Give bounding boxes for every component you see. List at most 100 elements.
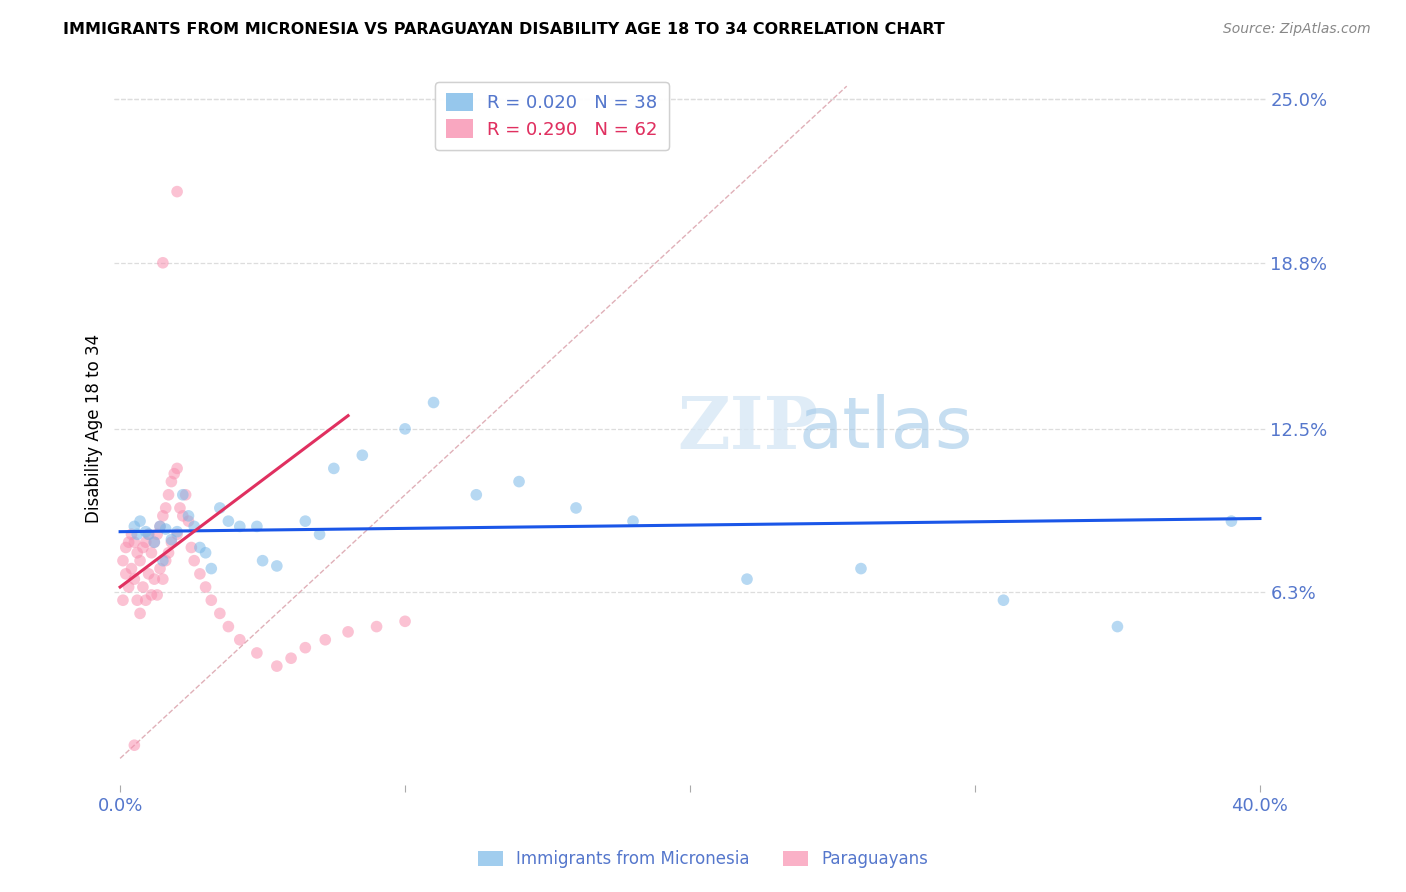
Point xyxy=(160,475,183,489)
Point xyxy=(565,500,588,515)
Point xyxy=(266,659,288,673)
Point xyxy=(422,395,444,409)
Point xyxy=(143,535,166,549)
Point xyxy=(157,546,180,560)
Point xyxy=(146,588,169,602)
Point xyxy=(266,558,288,573)
Point xyxy=(146,527,169,541)
Point xyxy=(735,572,758,586)
Point xyxy=(194,580,217,594)
Point xyxy=(127,527,149,541)
Point xyxy=(127,546,149,560)
Point xyxy=(177,508,200,523)
Point xyxy=(155,554,177,568)
Point xyxy=(217,514,239,528)
Point xyxy=(163,467,186,481)
Point xyxy=(121,527,143,541)
Point xyxy=(155,522,177,536)
Point xyxy=(124,519,146,533)
Point xyxy=(152,572,174,586)
Point xyxy=(166,527,188,541)
Point xyxy=(160,533,183,547)
Point xyxy=(246,519,269,533)
Point xyxy=(127,593,149,607)
Point xyxy=(465,488,488,502)
Y-axis label: Disability Age 18 to 34: Disability Age 18 to 34 xyxy=(86,334,103,524)
Text: IMMIGRANTS FROM MICRONESIA VS PARAGUAYAN DISABILITY AGE 18 TO 34 CORRELATION CHA: IMMIGRANTS FROM MICRONESIA VS PARAGUAYAN… xyxy=(63,22,945,37)
Point xyxy=(188,566,211,581)
Legend: R = 0.020   N = 38, R = 0.290   N = 62: R = 0.020 N = 38, R = 0.290 N = 62 xyxy=(434,82,669,150)
Point xyxy=(337,624,360,639)
Point xyxy=(155,500,177,515)
Point xyxy=(149,519,172,533)
Point xyxy=(129,607,152,621)
Point xyxy=(124,535,146,549)
Point xyxy=(180,541,202,555)
Point xyxy=(508,475,530,489)
Point xyxy=(200,561,222,575)
Point xyxy=(157,488,180,502)
Point xyxy=(169,500,191,515)
Point xyxy=(135,524,157,539)
Point xyxy=(314,632,336,647)
Point xyxy=(138,566,160,581)
Point xyxy=(149,519,172,533)
Point xyxy=(160,535,183,549)
Point xyxy=(138,527,160,541)
Point xyxy=(229,632,252,647)
Point xyxy=(172,488,194,502)
Point xyxy=(183,519,205,533)
Point xyxy=(135,535,157,549)
Point xyxy=(217,619,239,633)
Point xyxy=(143,572,166,586)
Text: ZIP: ZIP xyxy=(678,393,818,465)
Point xyxy=(114,541,136,555)
Point xyxy=(152,508,174,523)
Point xyxy=(993,593,1015,607)
Point xyxy=(118,535,141,549)
Point xyxy=(141,546,163,560)
Point xyxy=(129,554,152,568)
Point xyxy=(352,448,374,462)
Point xyxy=(141,588,163,602)
Point xyxy=(124,572,146,586)
Point xyxy=(138,527,160,541)
Point xyxy=(135,593,157,607)
Point xyxy=(152,256,174,270)
Point xyxy=(208,500,231,515)
Point xyxy=(172,508,194,523)
Point xyxy=(322,461,344,475)
Point xyxy=(621,514,644,528)
Point xyxy=(280,651,302,665)
Point xyxy=(208,607,231,621)
Point xyxy=(114,566,136,581)
Point xyxy=(1107,619,1129,633)
Point xyxy=(308,527,330,541)
Point xyxy=(118,580,141,594)
Point xyxy=(111,593,134,607)
Point xyxy=(152,554,174,568)
Point xyxy=(124,738,146,752)
Point xyxy=(294,514,316,528)
Point xyxy=(129,514,152,528)
Point xyxy=(246,646,269,660)
Point xyxy=(132,541,155,555)
Point xyxy=(166,185,188,199)
Point xyxy=(166,461,188,475)
Point xyxy=(366,619,388,633)
Point xyxy=(394,422,416,436)
Point xyxy=(200,593,222,607)
Point xyxy=(229,519,252,533)
Point xyxy=(183,554,205,568)
Point xyxy=(177,514,200,528)
Point xyxy=(111,554,134,568)
Legend: Immigrants from Micronesia, Paraguayans: Immigrants from Micronesia, Paraguayans xyxy=(471,844,935,875)
Point xyxy=(252,554,274,568)
Point xyxy=(294,640,316,655)
Point xyxy=(849,561,872,575)
Text: atlas: atlas xyxy=(799,394,973,463)
Point xyxy=(121,561,143,575)
Point xyxy=(1220,514,1243,528)
Point xyxy=(194,546,217,560)
Point xyxy=(132,580,155,594)
